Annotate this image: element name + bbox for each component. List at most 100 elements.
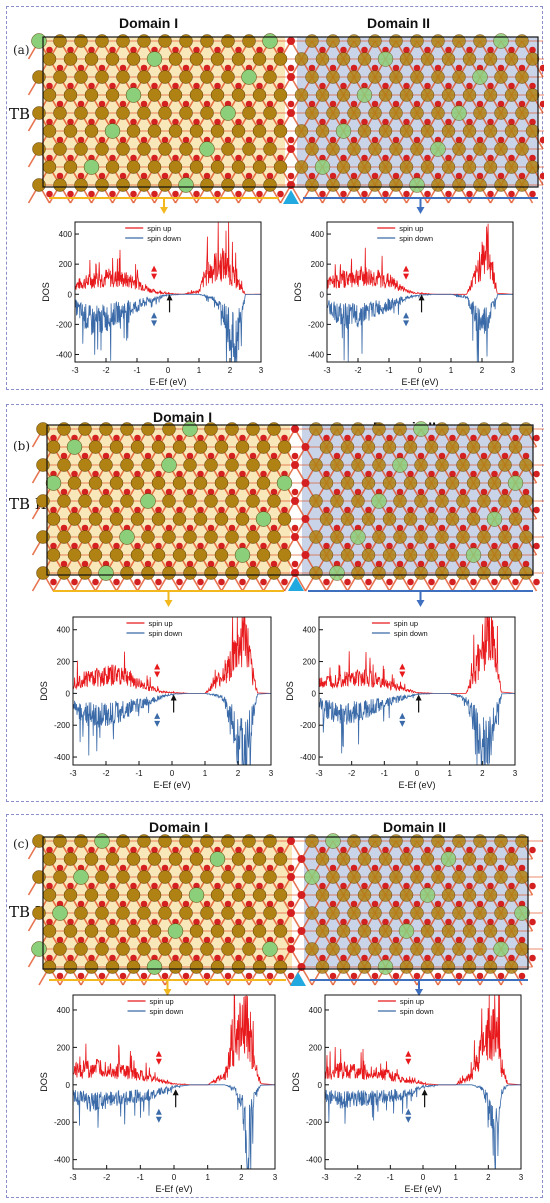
metal-atom bbox=[137, 834, 151, 848]
metal-atom bbox=[309, 458, 323, 472]
oxygen-atom bbox=[350, 136, 358, 144]
oxygen-atom bbox=[130, 118, 137, 126]
y-tick-label: 400 bbox=[57, 626, 71, 635]
metal-atom bbox=[420, 88, 435, 102]
oxygen-atom bbox=[445, 46, 452, 54]
oxygen-atom bbox=[266, 100, 274, 108]
oxygen-atom bbox=[319, 882, 326, 890]
metal-atom bbox=[319, 512, 334, 526]
spin-down-line bbox=[324, 1084, 522, 1170]
oxygen-atom bbox=[109, 846, 116, 854]
metal-atom bbox=[116, 834, 130, 848]
metal-atom bbox=[473, 906, 487, 920]
oxygen-atom bbox=[417, 560, 425, 568]
metal-atom bbox=[508, 512, 523, 526]
legend-label: spin up bbox=[148, 619, 172, 628]
metal-atom bbox=[141, 566, 155, 580]
oxygen-atom bbox=[130, 846, 137, 854]
dos-chart: -3 -2 -1 0 1 2 3 400 200 0 -200 -400 E-Ef (eV) DOS spi… bbox=[41, 221, 264, 387]
oxygen-atom bbox=[218, 470, 225, 478]
oxygen-atom bbox=[140, 136, 148, 144]
metal-atom bbox=[382, 512, 397, 526]
oxygen-atom bbox=[56, 136, 64, 144]
oxygen-atom bbox=[123, 452, 131, 460]
metal-atom bbox=[368, 834, 382, 848]
spin-down-arrow-icon bbox=[155, 1116, 162, 1123]
spin-up-arrow-icon bbox=[405, 1058, 412, 1065]
oxygen-atom bbox=[60, 524, 68, 532]
metal-atom bbox=[519, 566, 533, 580]
oxygen-atom bbox=[476, 864, 484, 872]
panel-b: (b) TB II Domain I Domain II -3-2-101234… bbox=[6, 404, 544, 802]
oxygen-atom bbox=[270, 560, 278, 568]
metal-atom bbox=[368, 906, 382, 920]
oxygen-atom bbox=[235, 82, 242, 90]
metal-atom bbox=[78, 566, 92, 580]
oxygen-atom bbox=[71, 470, 78, 478]
oxygen-atom bbox=[172, 118, 179, 126]
metal-atom bbox=[431, 942, 445, 956]
oxygen-atom bbox=[256, 46, 263, 54]
y-tick-label: 200 bbox=[303, 658, 317, 667]
oxygen-atom bbox=[165, 524, 173, 532]
oxygen-atom bbox=[245, 100, 253, 108]
metal-atom bbox=[462, 852, 477, 866]
oxygen-atom bbox=[50, 434, 57, 442]
oxygen-atom bbox=[438, 452, 446, 460]
metal-atom bbox=[116, 942, 130, 956]
oxygen-atom bbox=[333, 488, 341, 496]
metal-atom bbox=[441, 924, 456, 938]
oxygen-atom bbox=[323, 542, 330, 550]
y-tick-label: -200 bbox=[56, 320, 73, 329]
metal-atom bbox=[393, 530, 407, 544]
metal-atom bbox=[498, 422, 512, 436]
oxygen-atom bbox=[277, 154, 284, 162]
oxygen-atom bbox=[512, 434, 519, 442]
metal-atom bbox=[231, 852, 246, 866]
y-tick-label: 200 bbox=[57, 658, 71, 667]
oxygen-atom bbox=[392, 100, 400, 108]
oxygen-atom bbox=[487, 846, 494, 854]
metal-atom bbox=[189, 960, 204, 974]
metal-atom bbox=[221, 906, 235, 920]
oxygen-atom bbox=[88, 82, 95, 90]
oxygen-atom bbox=[46, 954, 53, 962]
oxygen-atom bbox=[92, 578, 99, 586]
metal-atom bbox=[246, 530, 260, 544]
oxygen-atom bbox=[466, 46, 473, 54]
metal-atom bbox=[498, 494, 512, 508]
oxygen-atom bbox=[487, 190, 494, 198]
metal-atom bbox=[210, 960, 225, 974]
metal-atom bbox=[466, 512, 481, 526]
oxygen-atom bbox=[151, 154, 158, 162]
metal-atom bbox=[431, 70, 445, 84]
oxygen-atom bbox=[228, 488, 236, 496]
metal-atom bbox=[246, 458, 260, 472]
metal-atom bbox=[357, 888, 372, 902]
metal-atom bbox=[273, 888, 288, 902]
metal-atom bbox=[116, 906, 130, 920]
metal-atom bbox=[200, 942, 214, 956]
oxygen-atom bbox=[508, 118, 515, 126]
metal-atom bbox=[158, 942, 172, 956]
dopant-atom bbox=[182, 421, 198, 437]
metal-atom bbox=[179, 942, 193, 956]
metal-atom bbox=[99, 422, 113, 436]
metal-atom bbox=[151, 512, 166, 526]
x-tick-label: 1 bbox=[453, 1173, 458, 1182]
metal-atom bbox=[462, 124, 477, 138]
metal-atom bbox=[63, 160, 78, 174]
oxygen-atom bbox=[480, 560, 488, 568]
oxygen-atom bbox=[172, 882, 179, 890]
oxygen-atom bbox=[67, 882, 74, 890]
oxygen-atom bbox=[235, 154, 242, 162]
metal-atom bbox=[456, 566, 470, 580]
oxygen-atom bbox=[403, 190, 410, 198]
oxygen-atom bbox=[67, 846, 74, 854]
x-tick-label: -3 bbox=[69, 1173, 77, 1182]
oxygen-atom bbox=[424, 46, 431, 54]
oxygen-atom bbox=[396, 560, 404, 568]
metal-atom bbox=[393, 422, 407, 436]
oxygen-atom bbox=[501, 560, 509, 568]
oxygen-atom bbox=[340, 190, 347, 198]
